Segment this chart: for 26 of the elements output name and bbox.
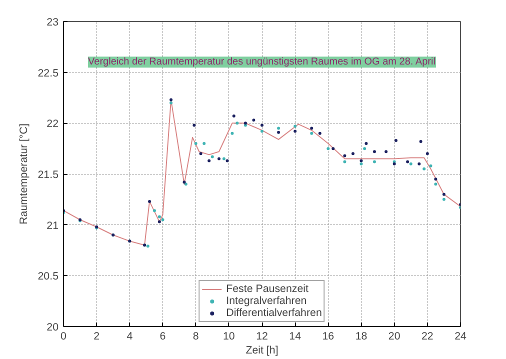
x-tick-label: 4 xyxy=(126,330,133,342)
legend-label: Feste Pausenzeit xyxy=(226,283,308,295)
y-tick-label: 23 xyxy=(46,16,59,28)
y-tick-label: 20.5 xyxy=(38,270,59,283)
x-tick-label: 6 xyxy=(160,330,166,342)
x-tick-label: 10 xyxy=(222,330,235,342)
x-tick-label: 20 xyxy=(388,330,400,342)
x-axis-title: Zeit [h] xyxy=(246,344,278,356)
text: Vergleich der Raumtemperatur des ungünstigsten Raumes im OG am 28. April xyxy=(88,56,436,68)
y-axis-title: Raumtemperatur [°C] xyxy=(18,124,30,224)
legend-label: Differentialverfahren xyxy=(226,307,322,319)
x-tick-label: 0 xyxy=(60,330,67,342)
y-tick-label: 21.5 xyxy=(38,169,59,181)
x-tick-label: 14 xyxy=(289,330,302,342)
x-tick-label: 12 xyxy=(256,330,268,342)
x-tick-label: 8 xyxy=(192,330,199,342)
x-tick-label: 18 xyxy=(355,330,368,342)
y-tick-label: 22.5 xyxy=(38,67,59,80)
y-tick-label: 22 xyxy=(46,118,59,130)
y-tick-label: 20 xyxy=(46,322,59,334)
x-tick-label: 24 xyxy=(454,330,466,342)
x-tick-label: 22 xyxy=(421,330,434,342)
x-tick-label: 2 xyxy=(94,330,100,342)
legend-label: Integralverfahren xyxy=(226,295,307,307)
y-tick-label: 21 xyxy=(46,220,59,232)
x-tick-label: 16 xyxy=(322,330,334,342)
